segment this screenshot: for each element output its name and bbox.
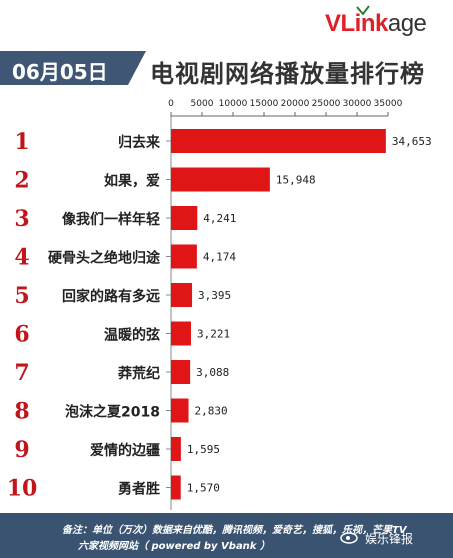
bar-value-label: 2,830 (195, 405, 228, 418)
category-label: 硬骨头之绝地归途 (48, 250, 161, 267)
bar-value-label: 15,948 (276, 174, 316, 187)
x-tick-label: 0 (168, 99, 174, 109)
rank-number: 2 (14, 168, 29, 194)
bar-value-label: 4,174 (203, 251, 236, 264)
weibo-icon (340, 532, 358, 544)
bar (171, 283, 193, 307)
bar-value-label: 3,088 (196, 366, 229, 379)
rank-number: 3 (14, 206, 29, 232)
bar (171, 244, 197, 269)
bar-chart: 0 5000 10000 15000 20000 25000 30000 35000 1 归去来 3… (7, 99, 432, 510)
category-label: 泡沫之夏2018 (65, 404, 160, 421)
date-tab: 06月05日 (0, 51, 146, 85)
bar-value-label: 34,653 (392, 135, 432, 148)
rank-number: 10 (7, 476, 38, 502)
rank-number: 1 (14, 129, 29, 155)
x-tick-label: 20000 (281, 99, 310, 109)
category-label: 回家的路有多远 (62, 288, 160, 305)
rank-number: 5 (14, 283, 29, 309)
footer-note: 备注：单位（万次）数据来自优酷，腾讯视频，爱奇艺，搜狐，乐视，芒果TV (62, 525, 407, 536)
x-tick-label: 15000 (250, 99, 279, 109)
bar (171, 167, 270, 192)
bar (171, 475, 181, 500)
vlinkage-logo: VLinkage (325, 10, 427, 37)
bar (171, 206, 198, 230)
x-tick-label: 10000 (219, 99, 248, 109)
x-tick-label: 25000 (312, 99, 341, 109)
rank-number: 8 (14, 399, 29, 425)
category-label: 爱情的边疆 (90, 442, 160, 459)
rank-number: 9 (14, 437, 29, 463)
category-label: 像我们一样年轻 (62, 211, 160, 228)
category-label: 勇者胜 (118, 482, 160, 498)
category-label: 如果，爱 (104, 173, 160, 190)
bar (171, 129, 386, 153)
category-label: 归去来 (118, 134, 161, 151)
bar-value-label: 1,570 (187, 482, 220, 495)
rank-number: 7 (14, 360, 29, 386)
date-label: 06月05日 (12, 60, 108, 84)
footer: 备注：单位（万次）数据来自优酷，腾讯视频，爱奇艺，搜狐，乐视，芒果TV 六家视频… (0, 513, 453, 558)
footer-source: 六家视频网站（ powered by Vbank ） (78, 541, 270, 552)
watermark: 娱乐锋报 (365, 532, 414, 546)
rank-number: 6 (14, 322, 29, 348)
bar-value-label: 1,595 (187, 443, 220, 456)
page-title: 电视剧网络播放量排行榜 (150, 60, 425, 88)
logo-mark-icon (356, 5, 370, 15)
bar-value-label: 3,395 (198, 289, 231, 302)
bar (171, 437, 181, 461)
x-tick-label: 30000 (343, 99, 372, 109)
category-label: 温暖的弦 (104, 327, 160, 344)
rank-number: 4 (14, 245, 29, 271)
x-tick-label: 35000 (374, 99, 403, 109)
category-label: 莽荒纪 (117, 365, 160, 382)
x-tick-label: 5000 (191, 99, 214, 109)
bar (171, 398, 189, 423)
bar (171, 360, 191, 384)
bar-value-label: 4,241 (203, 212, 236, 225)
bar (171, 321, 191, 346)
bar-value-label: 3,221 (197, 328, 230, 341)
